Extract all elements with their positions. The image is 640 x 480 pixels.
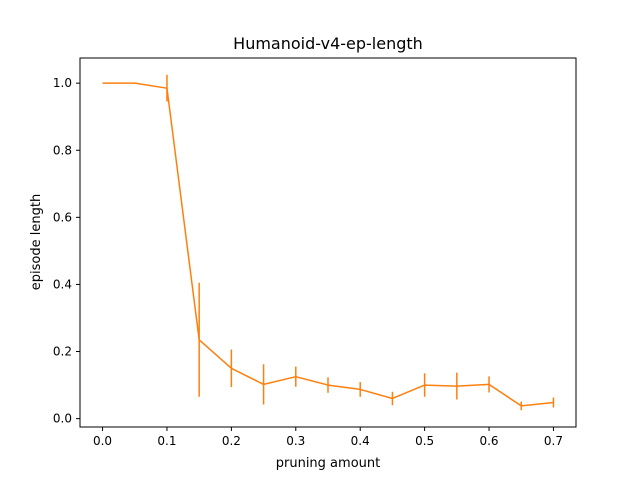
y-tick-label: 0.4 <box>53 277 72 291</box>
x-tick-label: 0.4 <box>351 434 370 448</box>
y-axis-label: episode length <box>29 194 44 290</box>
x-tick-label: 0.3 <box>286 434 305 448</box>
series-line <box>102 82 554 407</box>
x-tick-label: 0.0 <box>93 434 112 448</box>
y-tick-label: 0.8 <box>53 143 72 157</box>
y-tick-label: 0.0 <box>53 412 72 426</box>
x-tick-label: 0.6 <box>479 434 498 448</box>
y-tick-label: 1.0 <box>53 76 72 90</box>
y-tick-label: 0.6 <box>53 210 72 224</box>
plot-frame <box>79 57 577 428</box>
y-axis: 0.0 0.2 0.4 0.6 0.8 1.0 <box>53 76 80 426</box>
x-tick-label: 0.5 <box>415 434 434 448</box>
x-tick-label: 0.7 <box>544 434 563 448</box>
y-tick-label: 0.2 <box>53 345 72 359</box>
x-axis: 0.0 0.1 0.2 0.3 0.4 0.5 0.6 0.7 <box>93 427 563 448</box>
x-tick-label: 0.2 <box>222 434 241 448</box>
x-tick-label: 0.1 <box>157 434 176 448</box>
chart-title: Humanoid-v4-ep-length <box>233 34 423 53</box>
plot-area <box>102 74 555 411</box>
x-axis-label: pruning amount <box>276 456 380 471</box>
